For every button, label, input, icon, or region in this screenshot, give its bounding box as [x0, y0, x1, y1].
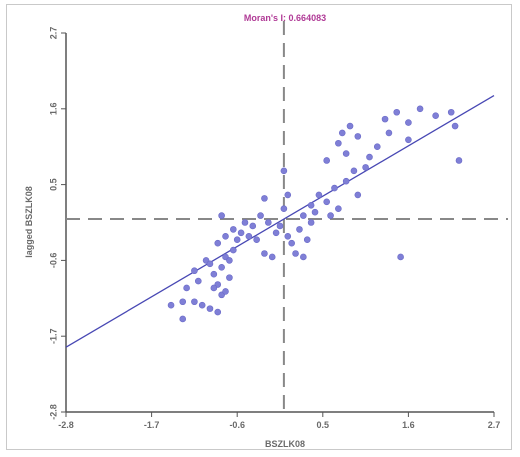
y-tick-label: 2.7	[48, 27, 58, 40]
data-point	[230, 226, 237, 233]
data-point	[167, 301, 175, 309]
data-point	[179, 298, 187, 306]
x-tick-label: 1.6	[402, 420, 415, 430]
data-point	[230, 246, 237, 254]
data-point	[206, 305, 214, 312]
data-point	[303, 236, 311, 244]
data-point	[323, 157, 330, 164]
data-point	[265, 219, 272, 226]
data-point	[346, 122, 354, 130]
data-point	[272, 229, 280, 237]
data-point	[257, 212, 264, 219]
data-point	[210, 284, 218, 292]
x-tick-label: 2.7	[488, 420, 501, 430]
data-point	[397, 253, 404, 261]
x-tick-label: 0.5	[317, 420, 330, 430]
data-point	[218, 212, 225, 219]
data-point	[261, 250, 268, 257]
data-point	[210, 270, 218, 278]
y-tick-label: -0.6	[48, 253, 58, 269]
data-point	[284, 232, 292, 240]
data-point	[222, 232, 229, 240]
data-point	[366, 153, 373, 161]
data-point	[292, 250, 299, 257]
data-point	[214, 239, 222, 247]
data-point	[183, 284, 190, 292]
data-point	[253, 236, 260, 244]
data-point	[241, 219, 249, 226]
regression-line	[65, 94, 495, 348]
data-point	[455, 157, 463, 164]
data-point	[354, 191, 362, 199]
data-point	[194, 277, 202, 285]
data-point	[338, 129, 346, 137]
y-tick-label: 0.5	[48, 178, 58, 191]
data-point	[226, 257, 233, 264]
data-point	[342, 150, 350, 157]
y-tick-label: 1.6	[48, 103, 58, 116]
data-point	[245, 232, 253, 240]
data-point	[222, 288, 229, 295]
data-point	[405, 136, 412, 144]
x-tick-label: -2.8	[58, 420, 74, 430]
data-point	[218, 263, 225, 271]
data-point	[296, 226, 303, 233]
regression-layer	[65, 94, 495, 348]
data-point	[276, 222, 284, 230]
data-point	[233, 236, 241, 244]
y-axis-title: lagged BSZLK08	[24, 186, 34, 258]
data-point	[191, 298, 198, 306]
x-axis-title: BSZLK08	[265, 439, 305, 449]
data-point	[381, 115, 389, 123]
data-point	[198, 301, 206, 309]
mean-lines-layer	[66, 21, 508, 412]
data-point	[268, 253, 276, 261]
data-point	[385, 129, 393, 137]
data-point	[393, 108, 401, 116]
y-tick-label: -2.8	[48, 404, 58, 420]
data-point	[179, 315, 187, 323]
data-point	[307, 201, 315, 209]
data-point	[405, 119, 412, 126]
points-layer	[167, 105, 463, 323]
data-point	[280, 167, 288, 175]
chart-title: Moran's I: 0.664083	[244, 13, 326, 23]
axes-layer: -2.8 -1.7 -0.6 0.5 1.6 2.7 -2.8 -1.7 -0.6 0.5 1.6 2…	[48, 27, 500, 430]
data-point	[300, 212, 307, 219]
y-tick-label: -1.7	[48, 328, 58, 344]
data-point	[307, 219, 315, 226]
data-point	[416, 105, 424, 113]
data-point	[237, 229, 245, 237]
data-point	[284, 191, 292, 199]
data-point	[280, 205, 288, 213]
data-point	[327, 212, 334, 219]
data-point	[323, 198, 330, 206]
data-point	[261, 195, 268, 202]
data-point	[350, 167, 358, 175]
data-point	[373, 143, 381, 150]
x-tick-label: -1.7	[144, 420, 160, 430]
plot-frame	[6, 4, 512, 450]
data-point	[451, 122, 459, 130]
data-point	[447, 108, 455, 116]
x-tick-label: -0.6	[229, 420, 245, 430]
data-point	[288, 239, 295, 247]
data-point	[342, 177, 350, 185]
data-point	[300, 253, 307, 261]
data-point	[311, 208, 319, 216]
data-point	[206, 260, 214, 268]
data-point	[354, 133, 362, 140]
data-point	[249, 222, 257, 230]
data-point	[214, 308, 222, 316]
data-point	[331, 184, 338, 192]
data-point	[335, 139, 342, 147]
data-point	[315, 191, 323, 199]
data-point	[432, 112, 439, 119]
data-point	[191, 267, 198, 275]
data-point	[362, 164, 369, 171]
data-point	[226, 274, 233, 281]
data-point	[335, 205, 342, 213]
